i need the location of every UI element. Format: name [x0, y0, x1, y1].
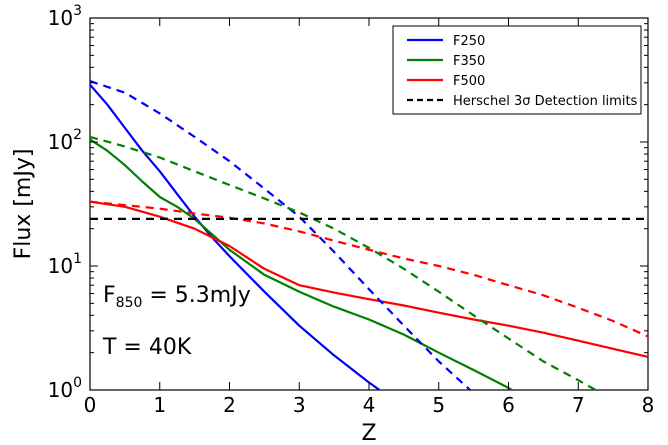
legend-label: F500	[453, 74, 485, 89]
series-line-f350-1	[90, 138, 513, 390]
ticks-layer: 0 1 2 3 4 5 6 7 8 100 101 102 103	[48, 3, 655, 417]
x-tick-label: 1	[153, 393, 166, 417]
x-tick-label: 0	[84, 393, 97, 417]
y-tick-label: 102	[48, 127, 82, 154]
x-axis-label: Z	[361, 421, 376, 445]
x-tick-label: 2	[223, 393, 236, 417]
series-line-008000-dashed-4	[90, 135, 597, 390]
x-tick-label: 4	[363, 393, 376, 417]
series-line-0000ff-dashed-3	[90, 80, 471, 390]
y-tick-label: 103	[48, 3, 82, 30]
legend-label: Herschel 3σ Detection limits	[453, 94, 638, 109]
x-tick-label: 5	[432, 393, 445, 417]
y-axis-label: Flux [mJy]	[11, 149, 36, 260]
temperature-annotation: T = 40K	[102, 335, 192, 360]
x-tick-label: 3	[293, 393, 306, 417]
y-tick-label: 100	[48, 375, 82, 402]
series-layer	[90, 80, 648, 390]
x-tick-label: 8	[642, 393, 655, 417]
x-tick-label: 7	[572, 393, 585, 417]
flux-annotation: F850 = 5.3mJy	[103, 283, 251, 311]
legend-label: F250	[453, 34, 485, 49]
legend: F250 F350 F500 Herschel 3σ Detection limits	[392, 25, 642, 115]
x-tick-label: 6	[502, 393, 515, 417]
series-line-ff0000-dashed-5	[90, 200, 648, 338]
series-line-f500-2	[90, 200, 648, 358]
y-tick-label: 101	[48, 251, 82, 278]
legend-label: F350	[453, 54, 485, 69]
